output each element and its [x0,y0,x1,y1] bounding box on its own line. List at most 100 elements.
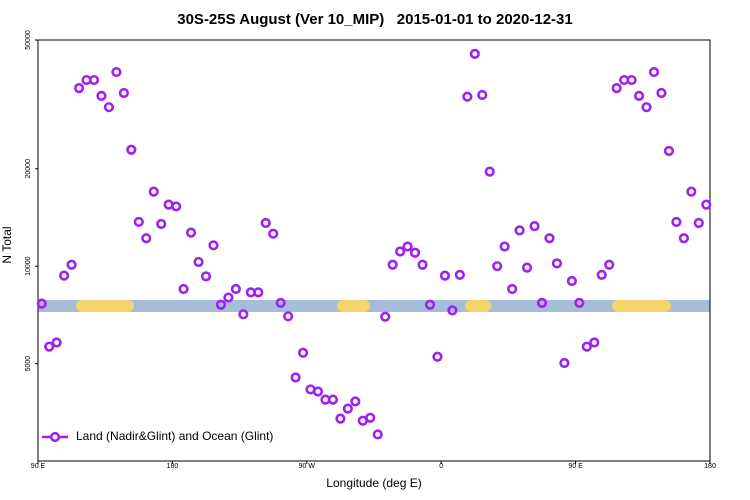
point [529,221,540,232]
point [297,347,309,358]
point [596,269,607,280]
point [103,102,115,113]
land-band [465,300,491,312]
point [290,372,301,383]
point [73,83,85,94]
point [686,186,697,197]
point [551,258,563,269]
y-tick-label: 20000 [25,159,32,179]
point [148,186,159,197]
point [312,386,324,397]
surface-band [38,300,710,312]
point [507,283,518,295]
point [230,283,241,295]
point [648,66,660,78]
point [133,216,144,228]
point [238,309,249,320]
point [544,233,555,244]
point [44,341,55,352]
point [581,341,592,352]
point [641,102,652,113]
point [626,74,637,86]
point [589,337,600,348]
y-axis-label: N Total [0,226,14,263]
point [327,394,339,405]
point [111,66,122,78]
point [559,357,570,369]
x-tick-label: 90 E [568,463,583,470]
point [365,412,376,423]
legend-marker [49,431,61,443]
point [171,201,182,212]
point [477,89,488,101]
point [514,225,525,236]
point [223,292,234,303]
point [185,227,197,238]
point [395,246,406,257]
point [701,199,712,210]
point [215,299,227,310]
point [671,216,682,228]
land-band [337,300,370,312]
point [51,337,62,348]
point [499,241,510,252]
land-band [612,300,671,312]
point [678,233,689,244]
ocean-band [38,300,710,312]
point [611,83,622,94]
point [380,311,391,322]
point [566,275,577,287]
chart-title: 30S-25S August (Ver 10_MIP) 2015-01-01 t… [177,11,572,28]
x-tick-label: 180 [704,463,716,470]
x-tick-label: 90 W [299,463,316,470]
point [693,217,704,229]
point [268,228,279,239]
point [283,311,294,322]
point [536,297,548,309]
x-tick-label: 90 E [31,463,46,470]
point [178,283,189,295]
x-tick-label: 0 [439,463,443,470]
point [663,145,675,157]
point [88,74,100,86]
point [492,261,503,272]
point [656,87,667,99]
point [141,233,152,244]
point [260,217,271,229]
y-tick-label: 50000 [25,30,32,50]
point [432,351,443,362]
point [126,144,137,155]
point [66,259,77,270]
point [447,305,458,316]
point [335,413,346,424]
point [439,270,451,281]
legend-label: Land (Nadir&Glint) and Ocean (Glint) [76,429,273,443]
point [469,48,480,59]
point [484,166,495,177]
point [96,90,107,101]
x-tick-label: 180 [167,463,179,470]
point [372,429,383,440]
point [409,247,421,258]
point [633,90,645,101]
point [521,262,533,273]
plot-frame [37,39,711,462]
y-tick-label: 5000 [25,356,32,372]
point [417,259,428,270]
point [402,241,413,252]
land-band [76,300,134,312]
y-tick-label: 10000 [25,256,32,276]
point [118,87,129,99]
point [454,269,465,280]
point [59,270,70,281]
x-axis-label: Longitude (deg E) [326,476,421,490]
point [253,287,264,298]
point [387,259,398,270]
point [350,396,361,407]
point [462,91,473,102]
point [208,240,219,251]
point [200,271,212,282]
point [574,297,585,309]
point [342,403,353,414]
point [36,298,47,309]
